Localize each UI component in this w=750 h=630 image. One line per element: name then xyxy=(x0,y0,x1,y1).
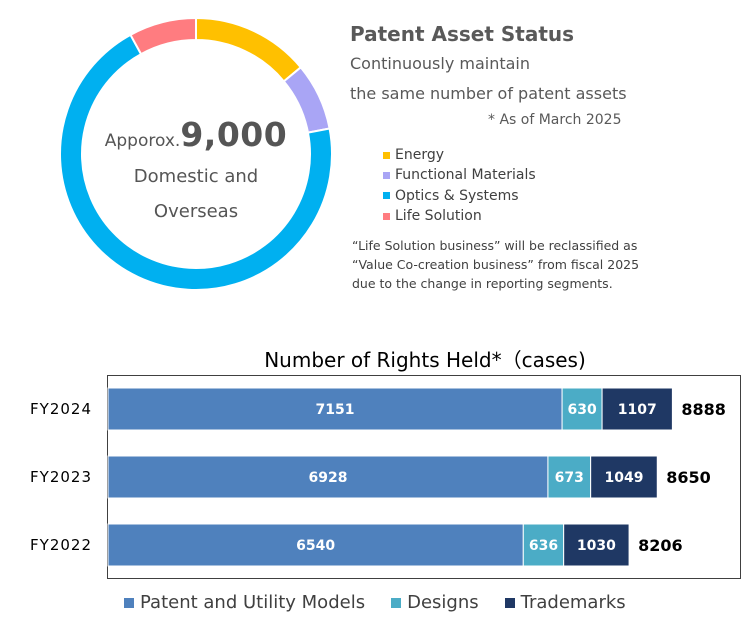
bar-segment-patent-and-utility-models-fy2024 xyxy=(107,387,563,431)
data-label-designs-fy2022: 636 xyxy=(529,538,558,554)
data-label-trademarks-fy2023: 1049 xyxy=(604,470,643,486)
note-line-3: due to the change in reporting segments. xyxy=(352,276,613,292)
legend-swatch-optics-systems xyxy=(383,192,390,200)
legend-swatch-patents xyxy=(124,597,134,608)
legend-item-trademarks: Trademarks xyxy=(504,592,626,613)
data-label-patent-and-utility-models-fy2022: 6540 xyxy=(296,538,335,554)
total-label-fy2022: 8206 xyxy=(638,536,683,555)
center-line-2: Domestic and xyxy=(133,166,259,187)
donut-slice-optics-systems xyxy=(60,33,332,290)
legend-label-patents: Patent and Utility Models xyxy=(140,592,366,613)
info-panel: Patent Asset Status Continuously maintai… xyxy=(350,20,745,293)
center-prefix: Apporox. xyxy=(104,131,181,151)
category-label-fy2022: FY2022 xyxy=(30,536,92,554)
bar-segment-trademarks-fy2024 xyxy=(601,387,673,431)
data-label-trademarks-fy2022: 1030 xyxy=(577,538,616,554)
legend-item-designs: Designs xyxy=(391,592,479,613)
bar-segment-trademarks-fy2022 xyxy=(563,523,630,567)
data-label-trademarks-fy2024: 1107 xyxy=(618,402,657,418)
category-label-fy2024: FY2024 xyxy=(30,400,92,418)
legend-label-energy: Energy xyxy=(395,147,445,164)
data-label-patent-and-utility-models-fy2024: 7151 xyxy=(316,402,355,418)
total-label-fy2024: 8888 xyxy=(681,400,726,419)
bar-segment-trademarks-fy2023 xyxy=(590,455,658,499)
legend-item-functional-materials: Functional Materials xyxy=(383,165,745,185)
legend-item-energy: Energy xyxy=(383,145,745,165)
legend-label-functional-materials: Functional Materials xyxy=(395,167,536,184)
legend-item-optics-systems: Optics & Systems xyxy=(383,186,745,206)
legend-swatch-life-solution xyxy=(383,212,390,220)
legend-label-trademarks: Trademarks xyxy=(520,592,626,613)
legend-swatch-energy xyxy=(383,151,390,159)
legend-label-life-solution: Life Solution xyxy=(395,208,482,225)
info-subtitle-1: Continuously maintain xyxy=(350,54,531,73)
data-label-patent-and-utility-models-fy2023: 6928 xyxy=(308,470,347,486)
donut-legend: Energy Functional Materials Optics & Sys… xyxy=(383,145,745,226)
as-of-date: * As of March 2025 xyxy=(488,112,622,128)
bar-segment-designs-fy2022 xyxy=(522,523,565,567)
bar-segment-designs-fy2024 xyxy=(561,387,603,431)
center-line-3: Overseas xyxy=(153,201,239,222)
donut-slice-life-solution xyxy=(129,18,197,56)
donut-chart xyxy=(60,18,332,290)
legend-swatch-functional-materials xyxy=(383,171,390,179)
legend-label-designs: Designs xyxy=(407,592,479,613)
legend-swatch-designs xyxy=(391,597,402,608)
total-label-fy2023: 8650 xyxy=(666,468,711,487)
bar-legend: Patent and Utility Models Designs Tradem… xyxy=(124,592,652,613)
bar-chart-title: Number of Rights Held*（cases) xyxy=(264,348,586,372)
note-line-2: “Value Co-creation business” from fiscal… xyxy=(352,257,640,273)
reclassification-note: “Life Solution business” will be reclass… xyxy=(352,236,745,293)
legend-label-optics-systems: Optics & Systems xyxy=(395,187,519,204)
bar-segment-patent-and-utility-models-fy2023 xyxy=(107,455,549,499)
category-label-fy2023: FY2023 xyxy=(30,468,92,486)
legend-swatch-trademarks xyxy=(504,597,515,608)
legend-item-patents: Patent and Utility Models xyxy=(124,592,365,613)
info-title: Patent Asset Status xyxy=(350,22,575,46)
center-value: 9,000 xyxy=(180,115,288,154)
data-label-designs-fy2024: 630 xyxy=(567,402,596,418)
bar-segment-patent-and-utility-models-fy2022 xyxy=(107,523,524,567)
info-subtitle-2: the same number of patent assets xyxy=(350,84,627,103)
note-line-1: “Life Solution business” will be reclass… xyxy=(352,238,638,254)
bar-segment-designs-fy2023 xyxy=(547,455,592,499)
data-label-designs-fy2023: 673 xyxy=(555,470,584,486)
donut-center-label: Apporox. 9,000 Domestic and Overseas xyxy=(80,115,312,229)
legend-item-life-solution: Life Solution xyxy=(383,206,745,226)
